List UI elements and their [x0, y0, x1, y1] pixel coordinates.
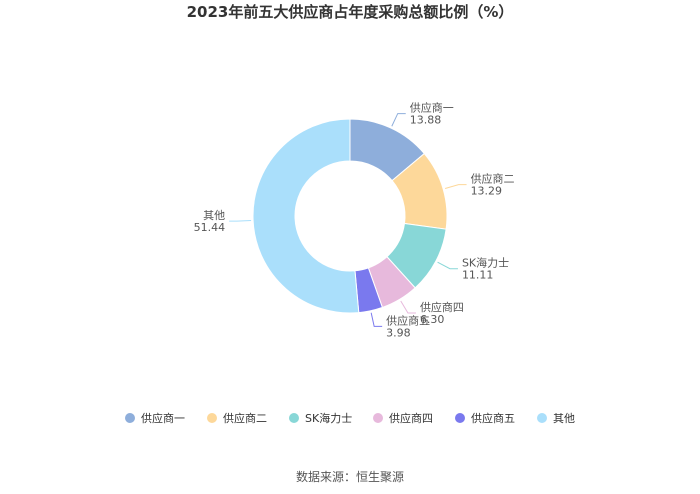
slice-label-value-4: 3.98: [386, 326, 411, 339]
slice-label-value-0: 13.88: [410, 114, 442, 127]
legend-label-2: SK海力士: [305, 411, 352, 425]
slice-label-name-5: 其他: [203, 209, 225, 222]
leader-line-5: [229, 219, 252, 222]
slice-label-name-3: 供应商四: [420, 300, 464, 314]
legend-label-4: 供应商五: [471, 411, 515, 425]
legend-label-5: 其他: [553, 412, 575, 425]
legend-marker-1: [207, 413, 217, 423]
legend-label-0: 供应商一: [141, 411, 185, 425]
slice-5: [252, 118, 360, 314]
legend-label-3: 供应商四: [389, 411, 433, 425]
legend-marker-3: [373, 413, 383, 423]
leader-line-0: [391, 113, 406, 127]
slice-label-value-1: 13.29: [471, 185, 503, 198]
data-source: 数据来源：恒生聚源: [296, 469, 404, 484]
leader-line-3: [400, 300, 416, 314]
leader-line-4: [370, 312, 383, 327]
leader-line-1: [444, 184, 467, 190]
slice-leader-lines: [229, 113, 467, 327]
legend-label-1: 供应商二: [223, 411, 267, 425]
legend-marker-0: [125, 413, 135, 423]
legend-marker-5: [537, 413, 547, 423]
donut-slices: [252, 118, 448, 314]
slice-label-name-1: 供应商二: [471, 172, 515, 186]
slice-label-name-4: 供应商五: [386, 313, 430, 327]
legend-marker-2: [289, 413, 299, 423]
slice-label-value-2: 11.11: [462, 269, 494, 282]
legend: 供应商一 供应商二 SK海力士 供应商四 供应商五 其他: [125, 411, 575, 425]
leader-line-2: [437, 261, 458, 270]
slice-label-name-2: SK海力士: [462, 256, 509, 270]
chart-title: 2023年前五大供应商占年度采购总额比例（%）: [187, 3, 514, 21]
slice-label-value-3: 6.30: [420, 313, 445, 326]
legend-marker-4: [455, 413, 465, 423]
slice-label-value-5: 51.44: [194, 221, 226, 234]
slice-label-name-0: 供应商一: [410, 101, 454, 115]
